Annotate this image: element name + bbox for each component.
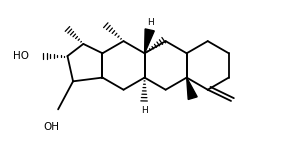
Polygon shape [145, 29, 154, 53]
Text: OH: OH [44, 122, 60, 132]
Text: H: H [147, 18, 154, 27]
Polygon shape [187, 78, 197, 99]
Text: H: H [141, 106, 148, 115]
Text: HO: HO [13, 51, 29, 61]
